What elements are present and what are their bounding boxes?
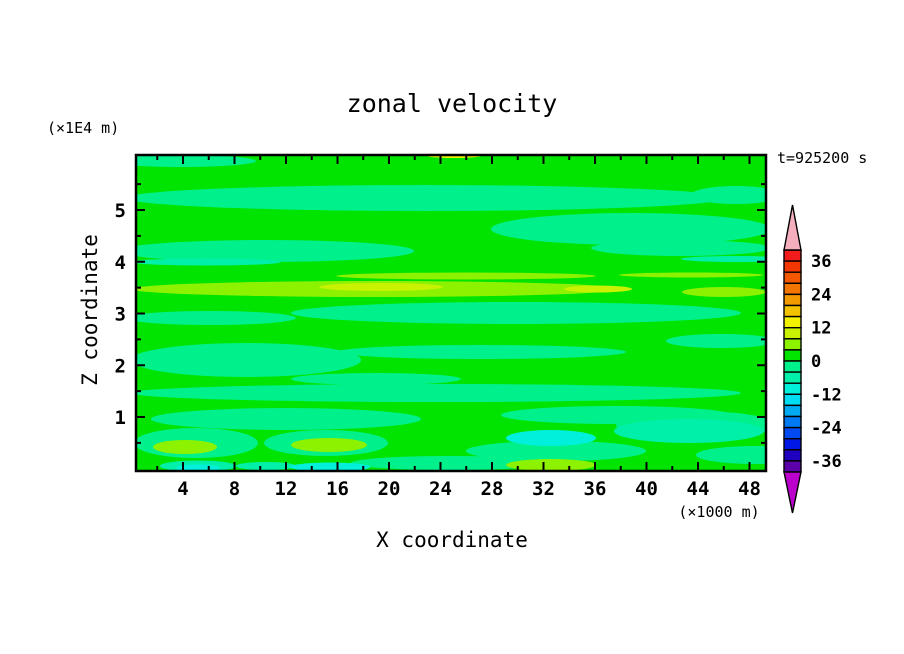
x-tick-label: 32 <box>532 478 555 500</box>
colorbar-segment <box>783 426 802 440</box>
contour-feature <box>319 283 443 291</box>
colorbar-segment <box>783 460 802 473</box>
colorbar-label: -36 <box>811 452 842 472</box>
colorbar: 36 24 12 0 -12 -24 -36 <box>783 204 842 514</box>
colorbar-segment <box>783 249 802 262</box>
plot-area <box>136 155 766 471</box>
contour-feature <box>291 302 741 324</box>
contour-feature <box>291 373 461 385</box>
contour-feature <box>682 287 766 297</box>
contour-feature <box>291 438 367 452</box>
contour-feature <box>151 408 421 430</box>
contour-feature <box>153 440 217 454</box>
y-tick-label: 2 <box>115 355 126 377</box>
colorbar-under-arrow <box>783 471 802 514</box>
x-tick-label: 8 <box>229 478 240 500</box>
contour-feature <box>290 462 370 471</box>
contour-feature <box>564 285 632 293</box>
colorbar-segment <box>783 293 802 307</box>
x-tick-label: 24 <box>429 478 452 500</box>
colorbar-segment <box>783 260 802 273</box>
x-tick-label: 36 <box>584 478 607 500</box>
x-tick-label: 48 <box>738 478 761 500</box>
y-axis-unit-label: (×1E4 m) <box>47 119 119 137</box>
contour-feature <box>136 155 256 167</box>
x-axis-label: X coordinate <box>376 528 528 552</box>
x-tick-label: 44 <box>687 478 710 500</box>
x-tick-label: 12 <box>275 478 298 500</box>
x-axis-unit-label: (×1000 m) <box>678 503 759 521</box>
colorbar-label: 0 <box>811 352 821 372</box>
colorbar-segment <box>783 371 802 384</box>
colorbar-label: -24 <box>811 419 842 439</box>
colorbar-segment <box>783 304 802 318</box>
y-tick-label: 1 <box>115 407 126 429</box>
contour-feature <box>351 456 551 470</box>
colorbar-segment <box>783 349 802 362</box>
axis-ticks <box>134 153 768 473</box>
contour-feature <box>619 272 763 278</box>
colorbar-segment <box>783 438 802 451</box>
x-tick-label: 4 <box>177 478 188 500</box>
chart-title: zonal velocity <box>347 89 558 118</box>
plot-border <box>134 153 768 473</box>
contour-feature <box>691 186 766 204</box>
contour-feature <box>696 446 766 464</box>
x-tick-label: 40 <box>635 478 658 500</box>
contour-feature <box>681 256 766 262</box>
colorbar-label: 36 <box>811 252 831 272</box>
contour-feature <box>506 430 596 446</box>
colorbar-segment <box>783 393 802 407</box>
x-tick-label: 16 <box>326 478 349 500</box>
x-tick-label: 28 <box>481 478 504 500</box>
contour-feature <box>506 459 596 471</box>
colorbar-segment <box>783 271 802 285</box>
contour-feature <box>136 240 414 262</box>
colorbar-segment <box>783 415 802 429</box>
contour-feature <box>491 213 766 245</box>
x-tick-label: 20 <box>378 478 401 500</box>
colorbar-segment <box>783 360 802 373</box>
timestamp-label: t=925200 s <box>777 149 867 167</box>
contour-feature <box>336 345 626 359</box>
colorbar-segment <box>783 338 802 351</box>
colorbar-segment <box>783 282 802 296</box>
colorbar-segment <box>783 382 802 396</box>
contour-feature <box>666 334 766 348</box>
contour-feature <box>136 258 281 266</box>
colorbar-label: -12 <box>811 385 842 405</box>
contour-feature <box>136 185 726 211</box>
y-tick-label: 5 <box>115 200 126 222</box>
contour-feature <box>336 272 596 280</box>
contour-feature <box>614 419 764 443</box>
contour-feature <box>136 311 296 325</box>
contour-feature <box>136 384 741 402</box>
colorbar-over-arrow <box>783 204 802 251</box>
contour-feature <box>236 462 296 470</box>
colorbar-label: 24 <box>811 285 831 305</box>
y-tick-label: 4 <box>115 252 126 274</box>
contour-feature <box>466 441 646 461</box>
y-tick-label: 3 <box>115 304 126 326</box>
colorbar-segment <box>783 449 802 462</box>
y-axis-label: Z coordinate <box>78 234 102 386</box>
contour-feature <box>136 343 361 377</box>
colorbar-segment <box>783 327 802 340</box>
colorbar-segment <box>783 404 802 418</box>
contour-feature <box>591 240 766 256</box>
colorbar-label: 12 <box>811 319 831 339</box>
colorbar-segment <box>783 315 802 329</box>
